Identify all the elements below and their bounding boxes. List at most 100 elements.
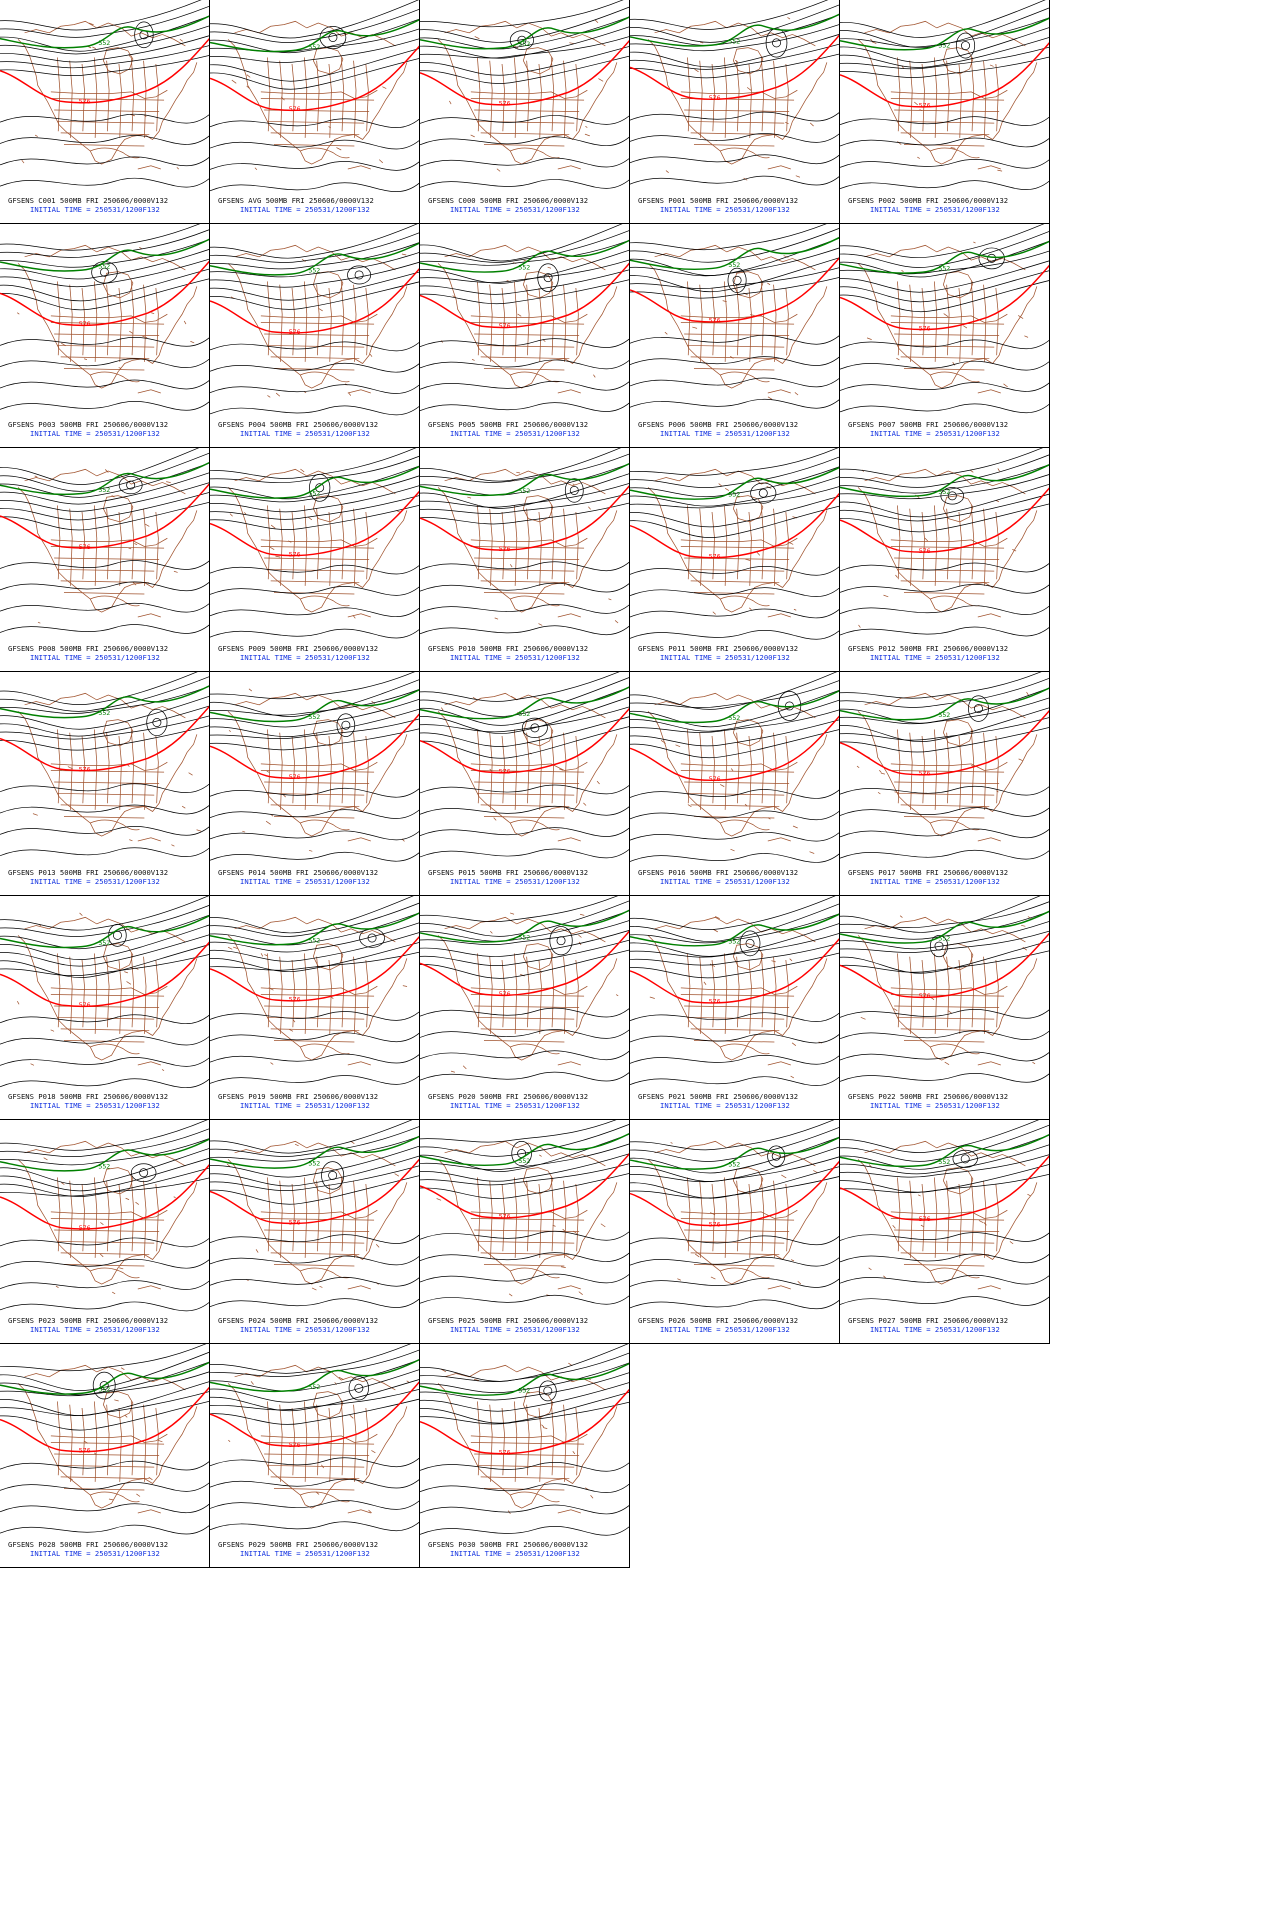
map-panel-p025: 552 576 GFSENS P025 500MB FRI 250606/0000V… (420, 1120, 630, 1344)
height-contour-map: 552 576 (0, 1120, 209, 1312)
contour-576 (840, 42, 1049, 108)
contour-label-576: 576 (499, 990, 511, 998)
contour-552 (630, 913, 839, 947)
height-contour-map: 552 576 (630, 224, 839, 409)
height-contours (0, 1344, 209, 1535)
panel-initial-time: INITIAL TIME = 250531/1200F132 (660, 653, 790, 662)
map-panel-p013: 552 576 GFSENS P013 500MB FRI 250606/0000V… (0, 672, 210, 896)
map-panel-p014: 552 576 GFSENS P014 500MB FRI 250606/0000V… (210, 672, 420, 896)
contour-552 (0, 1361, 209, 1395)
panel-title: GFSENS P026 500MB FRI 250606/0000V132 (638, 1316, 799, 1325)
contour-576 (420, 40, 629, 106)
panel-initial-time: INITIAL TIME = 250531/1200F132 (450, 1101, 580, 1110)
panel-title: GFSENS P007 500MB FRI 250606/0000V132 (848, 420, 1009, 429)
panel-title: GFSENS P028 500MB FRI 250606/0000V132 (8, 1540, 169, 1549)
height-contours (210, 1120, 419, 1308)
contour-552 (0, 1138, 209, 1172)
height-contours (420, 224, 629, 412)
map-outline (17, 692, 202, 847)
height-contour-map: 552 576 (0, 896, 209, 1088)
panel-title: GFSENS P008 500MB FRI 250606/0000V132 (8, 644, 169, 653)
contour-576 (0, 1386, 209, 1453)
height-contour-map: 552 576 (630, 896, 839, 1086)
contour-label-552: 552 (728, 1161, 740, 1169)
panel-title: GFSENS C001 500MB FRI 250606/0000V132 (8, 196, 169, 205)
contour-552 (210, 465, 419, 499)
map-outline (437, 1362, 618, 1514)
height-contours (630, 672, 839, 863)
contour-label-552: 552 (98, 1162, 110, 1170)
panel-initial-time: INITIAL TIME = 250531/1200F132 (30, 205, 160, 214)
height-contour-map: 552 576 (0, 1344, 209, 1535)
contour-552 (420, 462, 629, 497)
panel-title: GFSENS AVG 500MB FRI 250606/0000V132 (218, 196, 374, 205)
map-panel-p004: 552 576 GFSENS P004 500MB FRI 250606/0000V… (210, 224, 420, 448)
panel-title: GFSENS P016 500MB FRI 250606/0000V132 (638, 868, 799, 877)
contour-label-552: 552 (308, 266, 320, 274)
height-contour-map: 552 576 (0, 224, 209, 411)
contour-552 (0, 915, 209, 949)
map-panel-p024: 552 576 GFSENS P024 500MB FRI 250606/0000V… (210, 1120, 420, 1344)
height-contours (630, 1120, 839, 1310)
map-panel-p021: 552 576 GFSENS P021 500MB FRI 250606/0000V… (630, 896, 840, 1120)
contour-label-552: 552 (98, 263, 110, 271)
contour-label-552: 552 (518, 487, 530, 495)
height-contour-map: 552 576 (210, 1120, 419, 1308)
contour-552 (840, 1133, 1049, 1168)
map-panel-p012: 552 576 GFSENS P012 500MB FRI 250606/0000V… (840, 448, 1050, 672)
height-contours (0, 672, 209, 857)
contour-552 (840, 910, 1049, 944)
panel-initial-time: INITIAL TIME = 250531/1200F132 (870, 429, 1000, 438)
height-contour-map: 552 576 (420, 672, 629, 859)
map-outline (227, 1364, 410, 1514)
height-contour-map: 552 576 (840, 224, 1049, 414)
height-contours (210, 896, 419, 1085)
contour-label-576: 576 (499, 545, 511, 553)
panel-title: GFSENS C000 500MB FRI 250606/0000V132 (428, 196, 589, 205)
height-contour-map: 552 576 (840, 1120, 1049, 1306)
map-outline (856, 691, 1038, 842)
contour-576 (210, 268, 419, 334)
contour-label-576: 576 (79, 1224, 91, 1232)
panel-initial-time: INITIAL TIME = 250531/1200F132 (450, 653, 580, 662)
panel-title: GFSENS P022 500MB FRI 250606/0000V132 (848, 1092, 1009, 1101)
contour-label-552: 552 (98, 709, 110, 717)
map-outline (647, 916, 828, 1079)
panel-title: GFSENS P021 500MB FRI 250606/0000V132 (638, 1092, 799, 1101)
contour-label-576: 576 (709, 552, 721, 560)
contour-576 (840, 932, 1049, 999)
contour-label-552: 552 (98, 486, 110, 494)
contour-576 (0, 483, 209, 549)
panel-title: GFSENS P029 500MB FRI 250606/0000V132 (218, 1540, 379, 1549)
map-panel-p003: 552 576 GFSENS P003 500MB FRI 250606/0000V… (0, 224, 210, 448)
height-contours (210, 224, 419, 416)
panel-title: GFSENS P004 500MB FRI 250606/0000V132 (218, 420, 379, 429)
contour-552 (630, 690, 839, 724)
height-contour-map: 552 576 (0, 448, 209, 634)
height-contour-map: 552 576 (630, 1120, 839, 1310)
contour-label-576: 576 (709, 317, 721, 325)
contour-576 (0, 260, 209, 327)
contour-label-552: 552 (308, 713, 320, 721)
height-contours (420, 1120, 629, 1305)
contour-label-576: 576 (499, 100, 511, 108)
contour-576 (210, 1158, 419, 1225)
contour-label-576: 576 (289, 996, 301, 1004)
contour-552 (0, 461, 209, 496)
contour-576 (840, 709, 1049, 776)
panel-initial-time: INITIAL TIME = 250531/1200F132 (660, 877, 790, 886)
panel-initial-time: INITIAL TIME = 250531/1200F132 (450, 1325, 580, 1334)
height-contours (840, 672, 1049, 860)
map-panel-p002: 552 576 GFSENS P002 500MB FRI 250606/0000V… (840, 0, 1050, 224)
contour-label-552: 552 (518, 1387, 530, 1395)
contour-576 (210, 936, 419, 1002)
contour-552 (420, 909, 629, 943)
contour-label-552: 552 (308, 1383, 320, 1391)
map-panel-p026: 552 576 GFSENS P026 500MB FRI 250606/0000V… (630, 1120, 840, 1344)
contour-576 (0, 1164, 209, 1230)
panel-initial-time: INITIAL TIME = 250531/1200F132 (240, 205, 370, 214)
height-contour-map: 552 576 (210, 896, 419, 1085)
height-contour-map: 552 576 (630, 0, 839, 186)
panel-initial-time: INITIAL TIME = 250531/1200F132 (450, 205, 580, 214)
